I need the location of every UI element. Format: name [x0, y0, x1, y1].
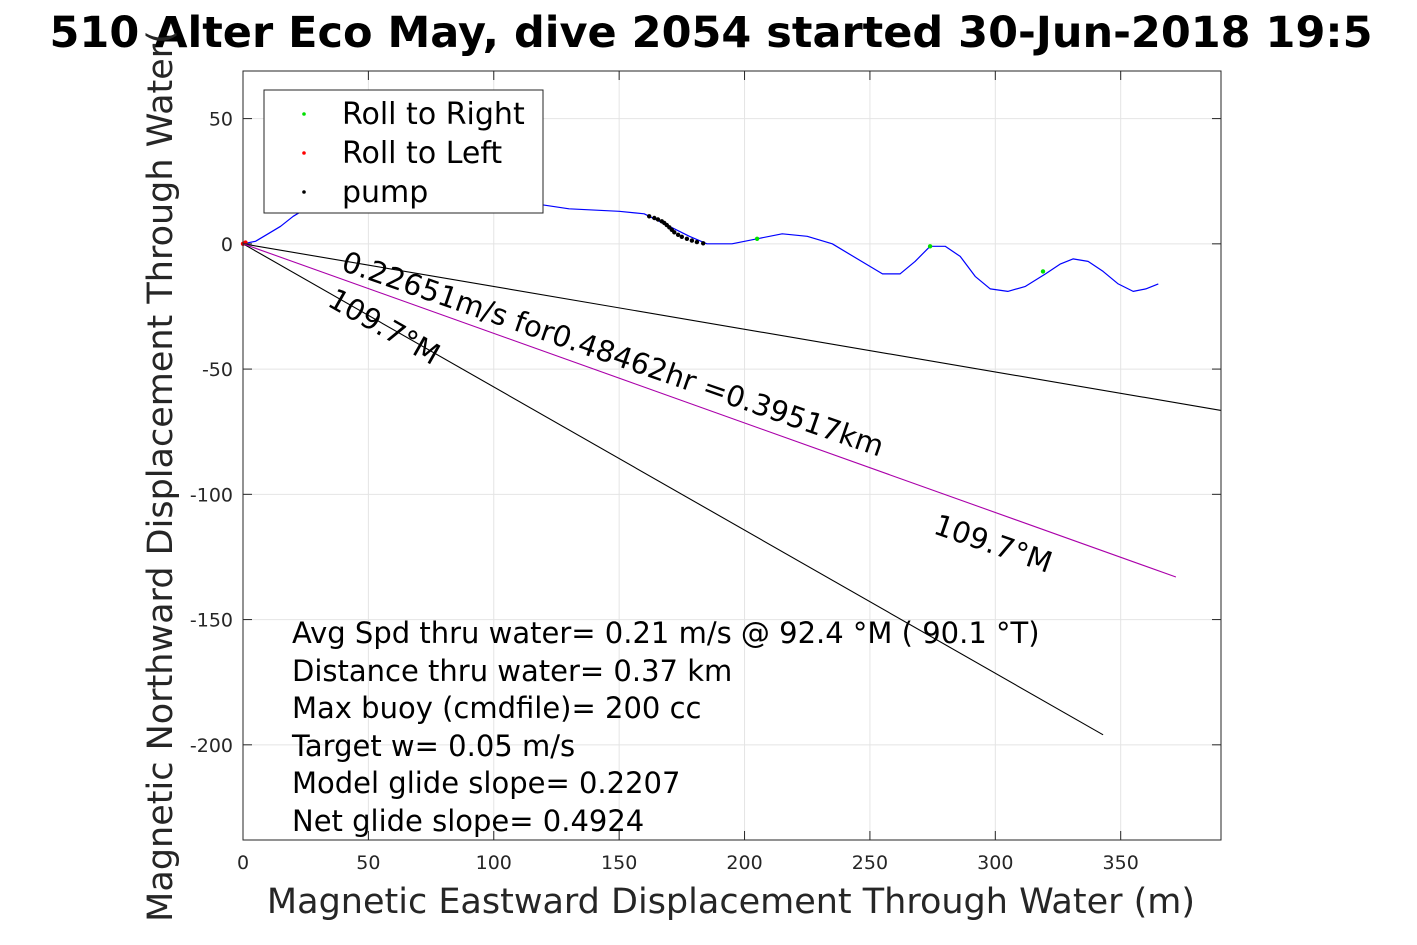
x-tick-label: 50	[356, 852, 380, 874]
pump-marker	[655, 217, 661, 222]
x-tick-label: 150	[601, 852, 637, 874]
stat-max-buoy: Max buoy (cmdfile)= 200 cc	[292, 691, 701, 725]
stats-block: Avg Spd thru water= 0.21 m/s @ 92.4 °M (…	[291, 616, 1040, 838]
legend: Roll to Right Roll to Left pump	[263, 89, 544, 214]
x-tick-label: 100	[476, 852, 512, 874]
pump-marker	[689, 238, 695, 243]
y-tick-label: 0	[221, 234, 233, 256]
pump-marker	[679, 234, 684, 239]
roll-to-right-marker	[1040, 269, 1046, 274]
stat-model-glide-slope: Model glide slope= 0.2207	[292, 766, 680, 800]
roll-to-right-marker	[927, 244, 933, 249]
lower-bound-line	[242, 243, 1104, 736]
stat-avg-speed: Avg Spd thru water= 0.21 m/s @ 92.4 °M (…	[292, 616, 1040, 650]
mean-heading-line	[242, 243, 1177, 578]
legend-marker-roll-left	[302, 151, 306, 155]
roll-to-right-marker	[754, 236, 760, 241]
y-tick-label: -150	[190, 610, 233, 632]
legend-box	[263, 89, 544, 214]
stat-target-w: Target w= 0.05 m/s	[291, 729, 575, 763]
grid-layer	[242, 71, 1221, 840]
plot-frame	[242, 70, 1222, 841]
x-tick-label: 0	[237, 852, 249, 874]
pump-marker	[672, 230, 677, 235]
tick-layer: 0 50 100 150 200 250 300 350 50 0 -50 -100 -150 -200	[190, 71, 1221, 874]
legend-marker-roll-right	[302, 112, 306, 116]
legend-marker-pump	[302, 190, 306, 194]
pump-marker	[701, 241, 706, 246]
pump-marker	[694, 239, 700, 245]
chart-title: 510 Alter Eco May, dive 2054 started 30-…	[49, 8, 1372, 58]
pump-marker	[675, 232, 681, 237]
x-tick-label: 300	[977, 852, 1013, 874]
y-axis-label: Magnetic Northward Displacement Through …	[141, 30, 181, 922]
pump-marker	[647, 214, 652, 219]
pump-marker	[652, 215, 657, 221]
legend-label-roll-right: Roll to Right	[342, 97, 525, 132]
legend-label-pump: pump	[342, 175, 428, 210]
legend-label-roll-left: Roll to Left	[342, 136, 502, 171]
pump-marker	[684, 236, 690, 241]
y-tick-label: -50	[202, 359, 233, 381]
stat-net-glide-slope: Net glide slope= 0.4924	[292, 804, 644, 838]
y-tick-label: -100	[190, 484, 233, 506]
y-tick-label: 50	[209, 109, 233, 131]
x-axis-label: Magnetic Eastward Displacement Through W…	[267, 882, 1195, 922]
x-tick-label: 250	[852, 852, 888, 874]
stat-distance: Distance thru water= 0.37 km	[292, 654, 732, 688]
x-tick-label: 350	[1103, 852, 1139, 874]
y-tick-label: -200	[190, 735, 233, 757]
x-tick-label: 200	[726, 852, 762, 874]
upper-bound-line	[242, 243, 1222, 411]
